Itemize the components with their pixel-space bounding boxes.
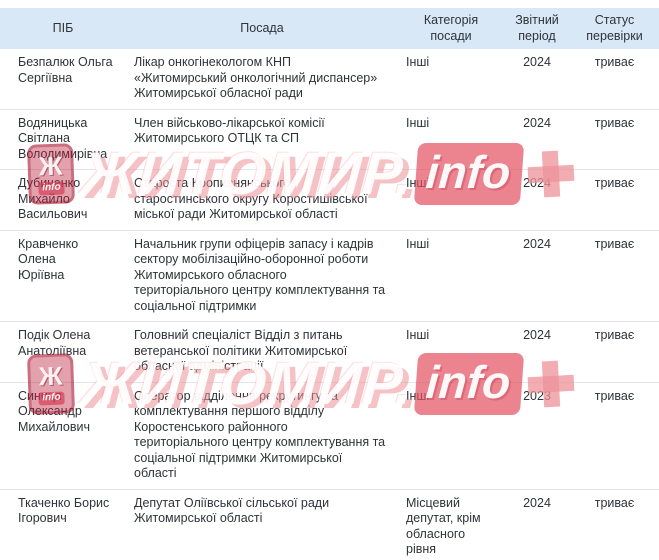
cell-posada: Член військово-лікарської комісії Житоми… xyxy=(126,109,398,170)
cell-posada: Лікар онкогінекологом КНП «Житомирський … xyxy=(126,49,398,110)
cell-pib: Водяницька Світлана Володимирівна xyxy=(0,109,126,170)
table-row: Дубиченко Михайло Васильович Староста Кр… xyxy=(0,169,659,231)
cell-category: Інші xyxy=(398,49,504,110)
declarations-table: ПІБ Посада Категорія посади Звітний пері… xyxy=(0,8,659,560)
cell-category: Інші xyxy=(398,230,504,322)
cell-pib: Синиця Олександр Михайлович xyxy=(0,382,126,490)
cell-category: Інші xyxy=(398,169,504,231)
table-row: Водяницька Світлана Володимирівна Член в… xyxy=(0,109,659,170)
cell-category: Інші xyxy=(398,382,504,490)
cell-posada: Начальник групи офіцерів запасу і кадрів… xyxy=(126,230,398,322)
cell-status: триває xyxy=(570,382,659,490)
table-row: Ткаченко Борис Ігорович Депутат Оліївськ… xyxy=(0,489,659,560)
column-header-category: Категорія посади xyxy=(398,8,504,49)
cell-pib: Дубиченко Михайло Васильович xyxy=(0,169,126,231)
cell-pib: Ткаченко Борис Ігорович xyxy=(0,489,126,560)
cell-category: Інші xyxy=(398,109,504,170)
cell-period: 2024 xyxy=(504,489,570,560)
cell-status: триває xyxy=(570,321,659,383)
column-header-period: Звітний період xyxy=(504,8,570,49)
header-row: ПІБ Посада Категорія посади Звітний пері… xyxy=(0,8,659,49)
cell-posada: Головний спеціаліст Відділ з питань вете… xyxy=(126,321,398,383)
cell-pib: Подік Олена Анатоліївна xyxy=(0,321,126,383)
cell-category: Інші xyxy=(398,321,504,383)
cell-period: 2023 xyxy=(504,382,570,490)
cell-period: 2024 xyxy=(504,109,570,170)
table-row: Подік Олена Анатоліївна Головний спеціал… xyxy=(0,321,659,383)
cell-status: триває xyxy=(570,230,659,322)
cell-period: 2024 xyxy=(504,321,570,383)
cell-pib: Кравченко Олена Юріївна xyxy=(0,230,126,322)
table-row: Безпалюк Ольга Сергіївна Лікар онкогінек… xyxy=(0,49,659,110)
column-header-posada: Посада xyxy=(126,8,398,49)
cell-period: 2024 xyxy=(504,169,570,231)
cell-posada: Оператор відділення рекрутингу та компле… xyxy=(126,382,398,490)
cell-status: триває xyxy=(570,169,659,231)
cell-category: Місцевий депутат, крім обласного рівня xyxy=(398,489,504,560)
table-row: Кравченко Олена Юріївна Начальник групи … xyxy=(0,230,659,322)
cell-status: триває xyxy=(570,489,659,560)
column-header-pib: ПІБ xyxy=(0,8,126,49)
cell-posada: Староста Кропивнянського старостинського… xyxy=(126,169,398,231)
cell-status: триває xyxy=(570,109,659,170)
cell-status: триває xyxy=(570,49,659,110)
column-header-status: Статус перевірки xyxy=(570,8,659,49)
table-row: Синиця Олександр Михайлович Оператор від… xyxy=(0,382,659,490)
cell-period: 2024 xyxy=(504,230,570,322)
cell-pib: Безпалюк Ольга Сергіївна xyxy=(0,49,126,110)
cell-posada: Депутат Оліївської сільської ради Житоми… xyxy=(126,489,398,560)
cell-period: 2024 xyxy=(504,49,570,110)
